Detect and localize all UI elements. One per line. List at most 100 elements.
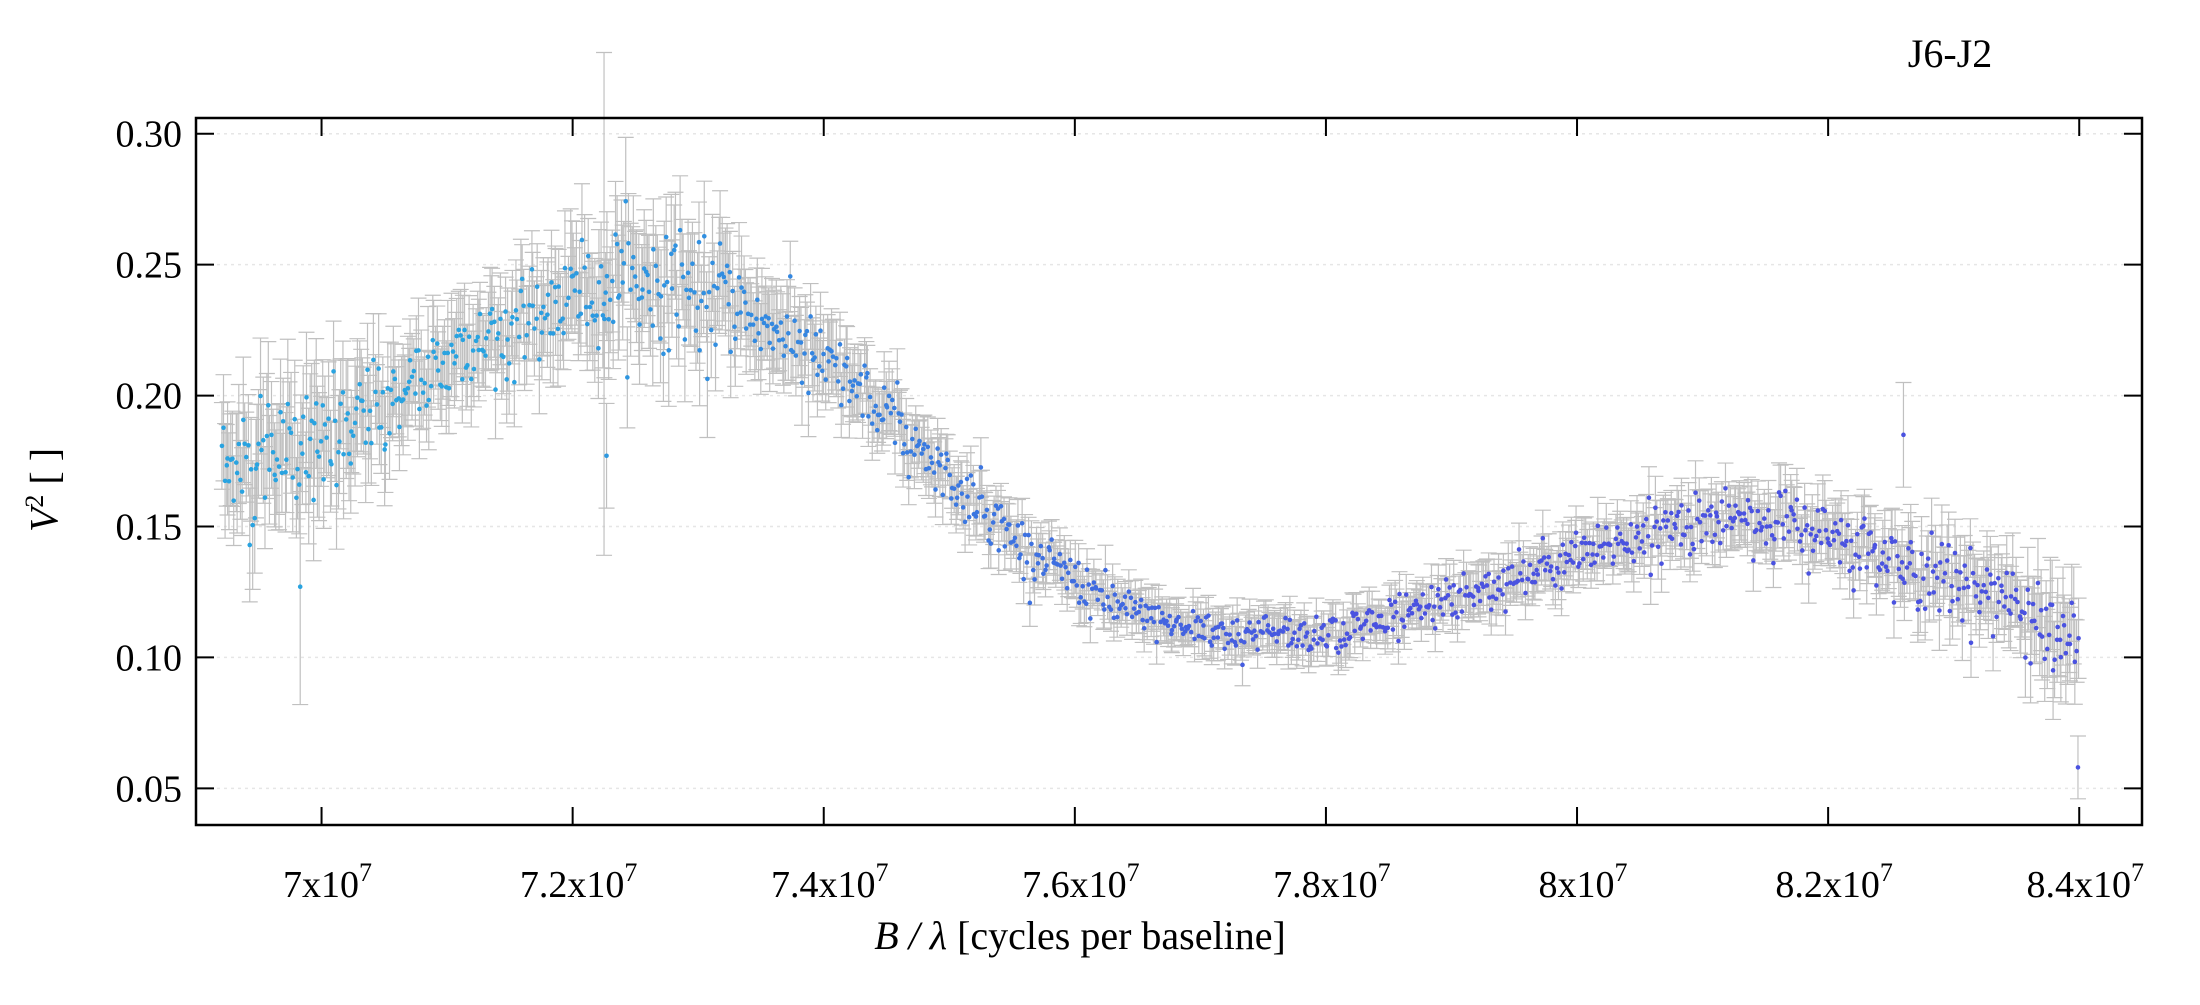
data-point: [1885, 568, 1890, 574]
data-point: [1663, 509, 1668, 515]
data-point: [1436, 586, 1441, 592]
data-point: [806, 390, 811, 396]
data-point: [2032, 618, 2037, 624]
data-point: [808, 314, 813, 319]
data-point: [1919, 551, 1924, 557]
data-point: [1303, 634, 1309, 639]
data-point: [1780, 522, 1786, 527]
data-point: [1430, 617, 1435, 623]
data-point: [693, 328, 699, 333]
data-point: [1216, 624, 1221, 630]
data-point: [1464, 584, 1469, 590]
data-point: [405, 386, 411, 391]
data-point: [1358, 624, 1364, 629]
data-point: [400, 397, 406, 402]
data-point: [799, 380, 805, 386]
data-point: [962, 519, 968, 525]
data-point: [1470, 594, 1476, 599]
data-point: [1848, 538, 1854, 544]
data-point: [545, 312, 550, 317]
data-point: [671, 247, 677, 253]
data-point: [1311, 637, 1317, 643]
data-point: [723, 279, 728, 285]
data-point: [425, 354, 431, 360]
data-point: [1486, 571, 1491, 577]
x-tick-label: 7.6x107: [1022, 858, 1140, 906]
data-point: [758, 346, 764, 352]
data-point: [1961, 585, 1967, 591]
data-point: [852, 378, 857, 383]
data-point: [1580, 556, 1586, 562]
data-point: [1999, 588, 2005, 594]
data-point: [1274, 639, 1280, 644]
data-point: [1451, 583, 1457, 588]
data-point: [1880, 550, 1886, 555]
data-point: [574, 270, 579, 276]
data-point: [1294, 643, 1300, 649]
data-point: [1178, 622, 1184, 628]
data-point: [2004, 570, 2010, 576]
data-point: [1818, 540, 1824, 546]
data-point: [954, 495, 960, 501]
data-point: [501, 354, 506, 360]
data-point: [2008, 611, 2013, 616]
data-point: [1583, 540, 1588, 546]
data-point: [677, 227, 683, 233]
data-point: [1895, 553, 1900, 559]
data-point: [1176, 614, 1181, 620]
data-point: [1633, 535, 1639, 540]
data-point: [1942, 571, 1948, 576]
data-point: [755, 297, 760, 303]
data-point: [1029, 541, 1034, 547]
data-point: [1439, 597, 1444, 602]
data-point: [650, 323, 656, 328]
data-point: [322, 422, 328, 427]
data-point: [582, 265, 587, 270]
data-point: [486, 329, 491, 334]
data-point: [1458, 587, 1463, 593]
data-point: [889, 397, 895, 403]
data-point: [374, 402, 380, 407]
data-point: [1012, 535, 1018, 541]
data-point: [661, 283, 667, 288]
data-point: [1566, 552, 1572, 558]
data-point: [812, 355, 817, 360]
data-point: [908, 449, 914, 454]
data-point: [1764, 524, 1770, 529]
data-point: [1164, 618, 1169, 624]
data-point: [1064, 585, 1070, 591]
data-point: [613, 232, 618, 237]
data-point: [1396, 638, 1401, 644]
data-point: [606, 316, 611, 322]
data-point: [1300, 643, 1305, 648]
data-point: [584, 321, 590, 327]
data-point: [1241, 639, 1247, 645]
data-point: [844, 355, 850, 361]
data-point: [1143, 603, 1148, 609]
data-point: [653, 263, 659, 269]
data-point: [1159, 610, 1165, 616]
data-point: [366, 426, 371, 432]
data-point: [1280, 629, 1286, 634]
data-point: [294, 495, 299, 501]
data-point: [416, 348, 421, 353]
data-point: [1114, 614, 1120, 620]
data-point: [326, 416, 331, 422]
data-point: [231, 498, 236, 503]
data-point: [1493, 596, 1499, 602]
data-point: [1292, 630, 1297, 636]
data-point: [1986, 595, 1991, 601]
data-point: [701, 290, 707, 296]
data-point: [920, 446, 926, 452]
data-point: [1797, 539, 1803, 544]
data-point: [2015, 599, 2020, 605]
data-point: [1861, 523, 1866, 529]
data-point: [1720, 528, 1726, 533]
data-point: [340, 390, 346, 395]
data-point: [1195, 615, 1201, 620]
data-point: [724, 263, 730, 269]
data-point: [1527, 562, 1533, 568]
data-point: [424, 403, 429, 408]
data-point: [873, 403, 879, 409]
data-point: [1397, 591, 1402, 597]
